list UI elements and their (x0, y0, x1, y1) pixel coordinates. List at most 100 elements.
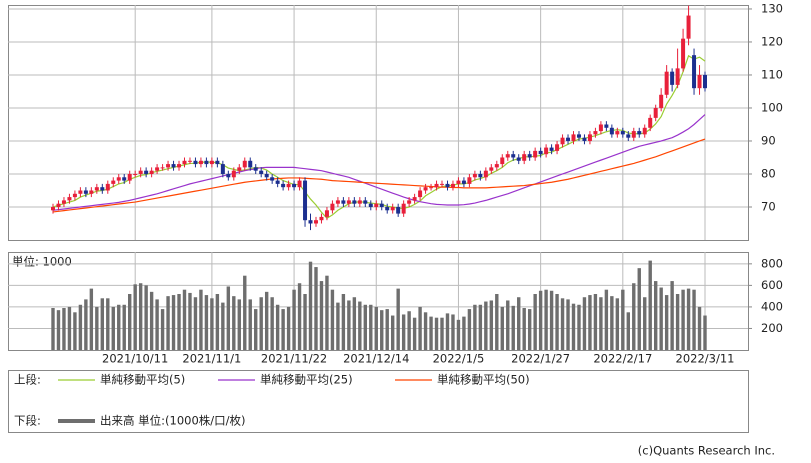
volume-bar (686, 288, 691, 350)
candle-body (631, 131, 636, 138)
volume-bar (56, 310, 61, 350)
volume-bar (637, 268, 641, 350)
volume-bar (593, 294, 598, 350)
candle-body (352, 200, 357, 204)
candle-body (494, 164, 499, 168)
candle-body (357, 200, 362, 204)
volume-bar (347, 300, 351, 350)
volume-bar (281, 309, 285, 350)
volume-bar (648, 260, 652, 350)
candle-body (653, 107, 658, 118)
candle-body (516, 157, 521, 161)
candle-body (155, 167, 160, 171)
candle-body (675, 68, 680, 85)
volume-bar (193, 297, 198, 350)
volume-bar (358, 301, 362, 350)
ma-line (52, 114, 706, 211)
candle-body (231, 170, 236, 178)
volume-bar (117, 304, 121, 350)
legend-label: 単純移動平均(25) (260, 373, 353, 387)
volume-bar (330, 289, 335, 350)
volume-bar (62, 308, 66, 350)
candle-body (587, 134, 592, 141)
volume-bar (73, 312, 77, 350)
candle-body (582, 137, 587, 141)
volume-bar (615, 298, 620, 350)
volume-bar (380, 310, 384, 350)
x-tick-label: 2021/10/11 (102, 352, 168, 366)
volume-bar (697, 306, 702, 350)
volume-bar (138, 283, 143, 350)
candle-body (505, 154, 510, 158)
volume-bar (621, 289, 625, 350)
legend-title: 下段: (14, 414, 41, 428)
candle-body (177, 164, 182, 168)
credit: (c)Quants Research Inc. (638, 444, 775, 458)
volume-bar (401, 314, 406, 350)
volume-bar (182, 289, 187, 350)
candle-body (286, 183, 291, 188)
volume-bar (473, 304, 477, 350)
candle-body (144, 170, 149, 174)
candle-body (105, 183, 110, 191)
volume-bar (522, 308, 526, 350)
volume-bar (385, 309, 389, 350)
candle-body (670, 71, 675, 85)
volume-bar (489, 300, 494, 350)
candle-body (253, 167, 258, 171)
volume-bar (692, 289, 696, 350)
volume-bar (177, 294, 181, 350)
volume-bar (226, 286, 231, 350)
volume-bar (653, 281, 658, 350)
candle-body (368, 203, 373, 207)
volume-bar (390, 315, 395, 350)
volume-bar (577, 304, 581, 350)
candle-body (390, 206, 395, 211)
volume-bar (67, 306, 72, 350)
candle-body (533, 150, 538, 158)
candle-body (412, 197, 417, 201)
candle-body (72, 193, 77, 198)
x-tick-label: 2021/12/14 (343, 352, 409, 366)
volume-bar (160, 309, 165, 350)
volume-bar (89, 288, 94, 350)
candle-body (489, 167, 494, 171)
candle-body (275, 180, 280, 184)
volume-bar (440, 317, 444, 350)
candle-body (609, 127, 614, 135)
volume-bar (681, 289, 685, 350)
candle-body (379, 203, 384, 207)
volume-bar (292, 289, 296, 350)
y-tick-label: 600 (761, 278, 783, 292)
candle-body (122, 177, 127, 181)
candle-body (407, 200, 412, 204)
candle-body (571, 134, 576, 141)
candle-body (226, 173, 231, 178)
candle-body (401, 203, 406, 214)
y-tick-label: 80 (761, 166, 776, 180)
volume-bar (149, 291, 154, 350)
volume-bar (243, 275, 247, 350)
x-tick-label: 2021/11/22 (261, 352, 327, 366)
candle-body (61, 200, 66, 204)
candle-body (423, 187, 428, 191)
candle-body (292, 183, 297, 188)
volume-bar (462, 316, 466, 350)
candle-body (440, 183, 445, 185)
candle-body (642, 127, 647, 135)
candle-body (555, 144, 560, 151)
candle-body (270, 177, 275, 181)
volume-bar (275, 304, 280, 350)
volume-bar (675, 294, 680, 350)
candle-body (171, 164, 176, 168)
volume-bar (500, 306, 504, 350)
volume-bar (610, 296, 614, 350)
volume-bar (423, 312, 428, 350)
legend-label: 出来高 単位:(1000株/口/枚) (100, 414, 246, 428)
volume-bar (544, 289, 548, 350)
candle-body (461, 180, 466, 184)
volume-bar (308, 261, 313, 350)
y-tick-label: 200 (761, 321, 783, 335)
candle-body (346, 200, 351, 204)
candle-body (89, 190, 94, 194)
